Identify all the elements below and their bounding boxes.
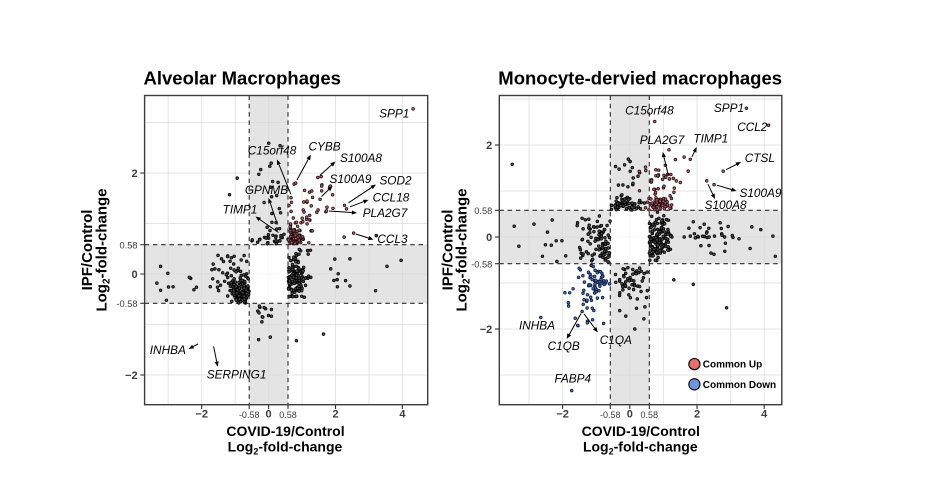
svg-text:Log2-fold-change: Log2-fold-change [583, 439, 698, 457]
svg-text:CYBB: CYBB [308, 139, 340, 153]
svg-text:2: 2 [694, 409, 700, 421]
svg-text:2: 2 [131, 168, 137, 180]
svg-text:S100A9: S100A9 [330, 172, 372, 186]
svg-text:FABP4: FABP4 [555, 372, 592, 386]
svg-text:C15orf48: C15orf48 [625, 104, 674, 118]
svg-text:PLA2G7: PLA2G7 [640, 133, 685, 147]
svg-text:SOD2: SOD2 [379, 173, 412, 187]
svg-text:SPP1: SPP1 [714, 101, 744, 115]
svg-text:TIMP1: TIMP1 [223, 202, 258, 216]
svg-text:2: 2 [332, 409, 338, 421]
svg-text:INHBA: INHBA [519, 318, 555, 332]
svg-text:4: 4 [399, 409, 406, 421]
svg-text:0: 0 [266, 409, 272, 421]
svg-text:Log2-fold-change: Log2-fold-change [94, 188, 113, 311]
svg-text:Log2-fold-change: Log2-fold-change [454, 188, 473, 311]
svg-text:0: 0 [486, 232, 492, 244]
svg-text:Monocyte-dervied macrophages: Monocyte-dervied macrophages [498, 68, 782, 89]
svg-text:IPF/Control: IPF/Control [440, 210, 457, 291]
svg-text:CCL18: CCL18 [373, 190, 410, 204]
svg-text:S100A9: S100A9 [740, 186, 782, 200]
svg-text:Common Up: Common Up [703, 360, 762, 371]
svg-text:2: 2 [486, 140, 492, 152]
svg-text:CTSL: CTSL [745, 151, 775, 165]
svg-text:4: 4 [761, 409, 768, 421]
svg-text:COVID-19/Control: COVID-19/Control [226, 423, 344, 439]
svg-text:TIMP1: TIMP1 [693, 131, 728, 145]
svg-text:0.58: 0.58 [119, 241, 137, 251]
svg-text:0: 0 [627, 409, 633, 421]
svg-text:S100A8: S100A8 [705, 198, 747, 212]
svg-text:SPP1: SPP1 [379, 106, 409, 120]
svg-text:GPNMB: GPNMB [245, 183, 288, 197]
svg-text:-0.58: -0.58 [239, 410, 260, 420]
svg-text:C1QB: C1QB [548, 339, 580, 353]
svg-text:S100A8: S100A8 [340, 151, 382, 165]
svg-text:SERPING1: SERPING1 [207, 367, 267, 381]
svg-text:Common Down: Common Down [703, 380, 776, 391]
svg-text:C1QA: C1QA [600, 333, 632, 347]
svg-text:−2: −2 [195, 409, 208, 421]
svg-text:−2: −2 [556, 409, 569, 421]
svg-text:CCL3: CCL3 [377, 232, 408, 246]
svg-text:-0.58: -0.58 [116, 299, 137, 309]
svg-text:IPF/Control: IPF/Control [79, 210, 96, 291]
svg-text:0.58: 0.58 [641, 410, 659, 420]
svg-text:-0.58: -0.58 [600, 410, 621, 420]
svg-text:0: 0 [131, 269, 137, 281]
svg-text:INHBA: INHBA [150, 343, 186, 357]
svg-text:−2: −2 [125, 370, 138, 382]
svg-text:Log2-fold-change: Log2-fold-change [228, 439, 343, 457]
svg-text:0.58: 0.58 [474, 206, 492, 216]
svg-text:Alveolar Macrophages: Alveolar Macrophages [144, 68, 341, 89]
svg-text:-0.58: -0.58 [471, 260, 492, 270]
svg-text:−2: −2 [480, 324, 493, 336]
svg-text:COVID-19/Control: COVID-19/Control [582, 423, 700, 439]
svg-text:C15orf48: C15orf48 [248, 143, 297, 157]
svg-text:0.58: 0.58 [279, 410, 297, 420]
svg-text:PLA2G7: PLA2G7 [363, 206, 408, 220]
svg-text:CCL2: CCL2 [737, 120, 768, 134]
